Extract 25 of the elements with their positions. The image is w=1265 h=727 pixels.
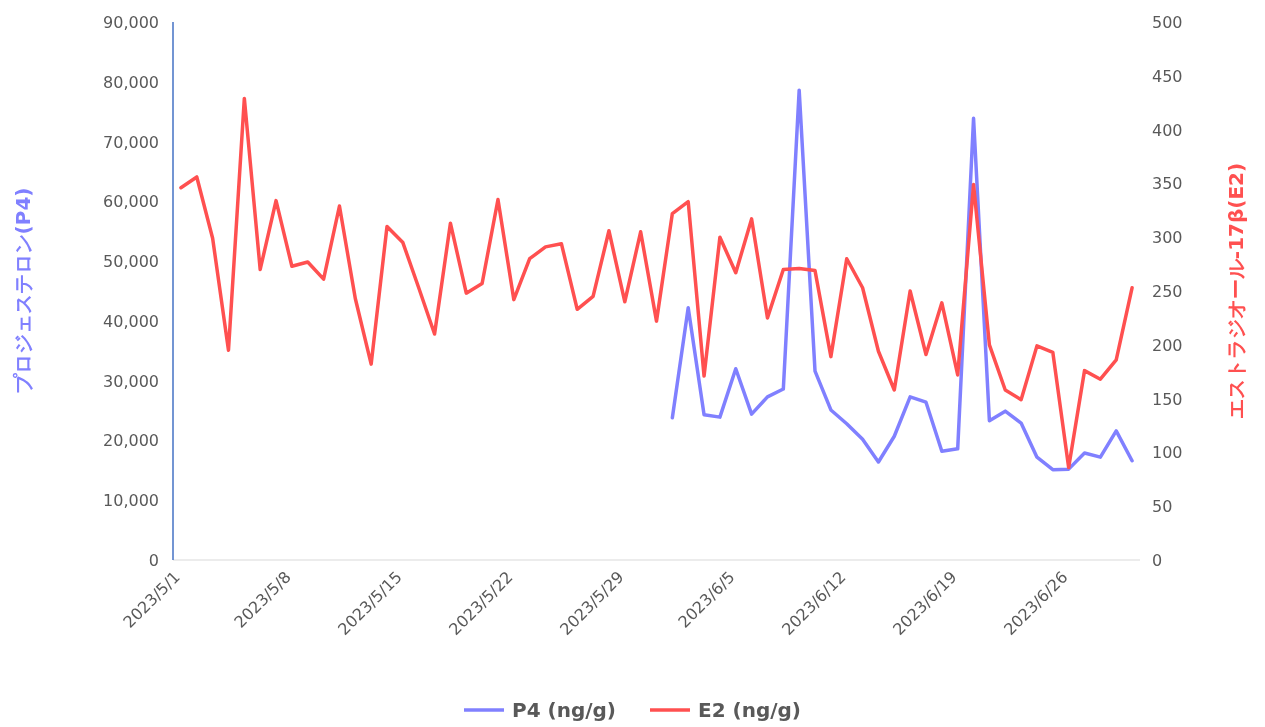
y-tick-label: 90,000 [103, 13, 159, 32]
y2-tick-label: 200 [1152, 335, 1183, 355]
y2-tick-label: 300 [1152, 228, 1183, 248]
y-axis-title: プロジェステロン(P4) [11, 187, 35, 395]
y-tick-label: 10,000 [103, 491, 159, 511]
y-tick-label: 40,000 [103, 311, 159, 331]
y2-tick-label: 150 [1152, 389, 1183, 409]
y-tick-label: 30,000 [103, 371, 159, 391]
y2-tick-label: 0 [1152, 551, 1163, 570]
legend-label: E2 (ng/g) [698, 698, 801, 722]
y-tick-label: 20,000 [103, 431, 159, 451]
legend-label: P4 (ng/g) [512, 698, 616, 722]
y2-axis-title: エストラジオール-17β(E2) [1224, 162, 1248, 420]
y2-tick-label: 400 [1152, 120, 1183, 140]
y2-tick-label: 250 [1152, 282, 1183, 301]
y-tick-label: 50,000 [103, 252, 159, 272]
y2-tick-label: 500 [1152, 13, 1183, 32]
y2-tick-label: 350 [1152, 174, 1183, 194]
y2-tick-label: 450 [1152, 66, 1183, 86]
y2-tick-label: 50 [1152, 497, 1173, 517]
y2-tick-label: 100 [1152, 443, 1183, 463]
y-tick-label: 70,000 [103, 132, 159, 152]
y-tick-label: 80,000 [103, 72, 159, 92]
y-tick-label: 0 [148, 551, 159, 570]
y-tick-label: 60,000 [103, 192, 159, 212]
